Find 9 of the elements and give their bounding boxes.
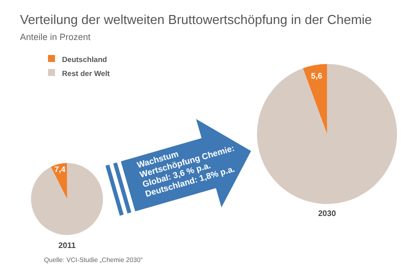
text: 2030 bbox=[318, 209, 336, 218]
pie-slice bbox=[302, 64, 327, 134]
pie-slice bbox=[257, 64, 397, 204]
data-label: 7,4 bbox=[54, 165, 66, 174]
text: Verteilung der weltweiten Bruttowertschöpfung in der Chemie bbox=[20, 12, 372, 27]
chart-subtitle: Anteile in Prozent bbox=[20, 32, 92, 42]
pie-slice bbox=[31, 163, 103, 235]
text: 2011 bbox=[58, 241, 76, 250]
data-label: 5,6 bbox=[311, 71, 323, 80]
